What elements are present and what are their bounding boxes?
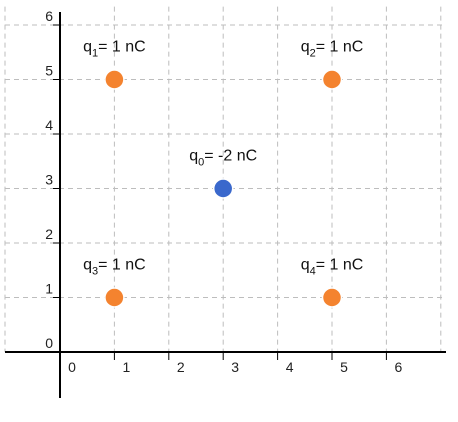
charge-q0: q0= -2 nC xyxy=(189,148,257,199)
y-tick-label: 2 xyxy=(45,226,53,242)
y-tick-label: 4 xyxy=(45,117,53,133)
charge-dot xyxy=(321,287,343,308)
charges: q1= 1 nC q2= 1 nC q0= -2 nC q3= 1 nC q4= 1 n… xyxy=(83,39,363,308)
y-tick-label: 0 xyxy=(45,335,53,351)
y-tick-label: 1 xyxy=(45,281,53,297)
charge-label: q0= -2 nC xyxy=(189,148,257,169)
charge-q4: q4= 1 nC xyxy=(301,257,364,308)
charge-label: q3= 1 nC xyxy=(83,257,146,278)
axes xyxy=(5,12,446,398)
charge-q2: q2= 1 nC xyxy=(301,39,364,90)
charge-q1: q1= 1 nC xyxy=(83,39,146,90)
x-tick-label: 4 xyxy=(286,359,294,375)
charge-dot xyxy=(104,69,125,90)
x-tick-label: 3 xyxy=(231,359,239,375)
tick-labels: 0 1 2 3 4 5 6 0 1 2 3 4 5 6 xyxy=(45,8,402,375)
charge-q3: q3= 1 nC xyxy=(83,257,146,308)
charge-dot xyxy=(321,69,343,90)
x-tick-label: 5 xyxy=(340,359,348,375)
charge-label: q4= 1 nC xyxy=(301,257,364,278)
y-tick-label: 5 xyxy=(45,63,53,79)
x-tick-label: 6 xyxy=(395,359,403,375)
charge-label: q1= 1 nC xyxy=(83,39,146,60)
y-tick-label: 3 xyxy=(45,172,53,188)
charge-dot xyxy=(212,178,234,199)
charge-label: q2= 1 nC xyxy=(301,39,364,60)
x-tick-label: 2 xyxy=(177,359,185,375)
x-tick-label: 1 xyxy=(123,359,131,375)
charge-dot xyxy=(104,287,125,308)
x-tick-label: 0 xyxy=(68,359,76,375)
y-tick-label: 6 xyxy=(45,8,53,24)
